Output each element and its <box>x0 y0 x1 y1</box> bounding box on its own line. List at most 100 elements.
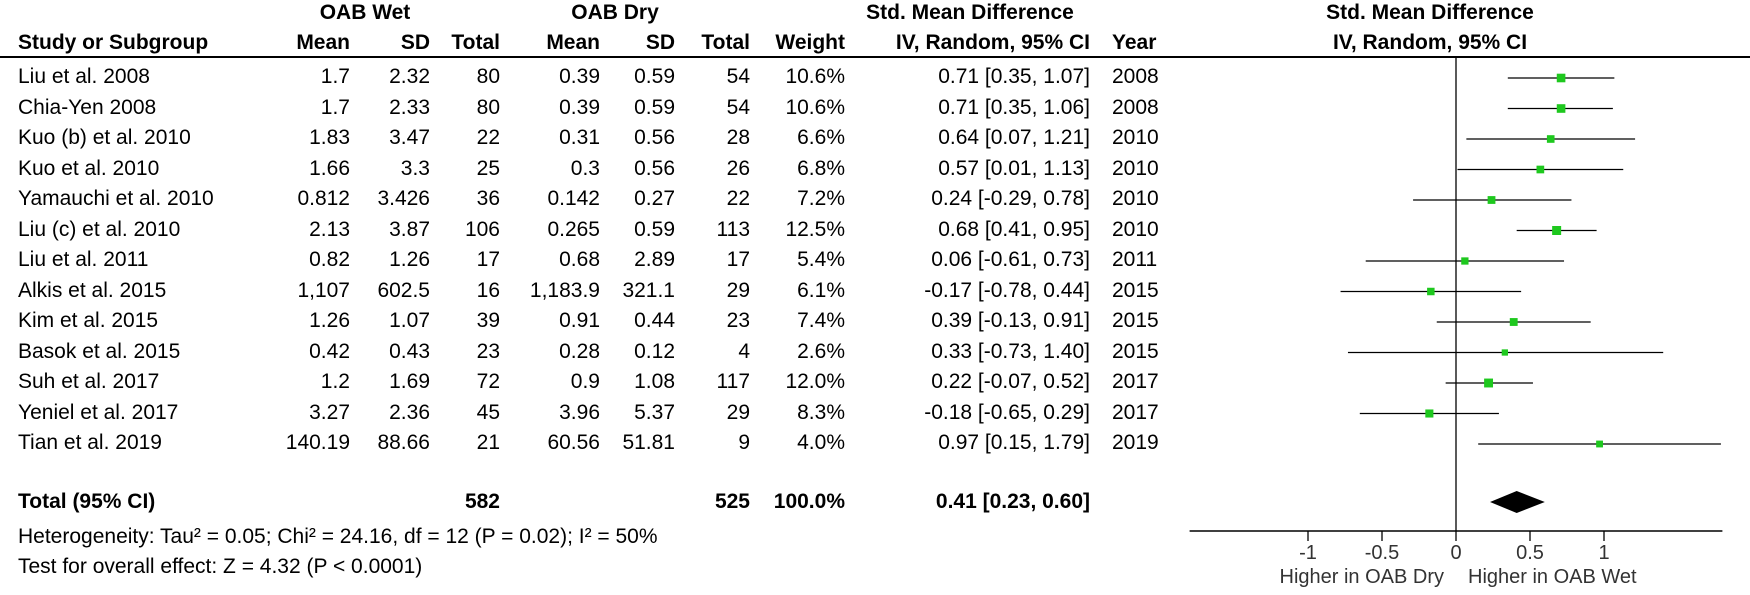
year-cell: 2017 <box>1112 370 1159 393</box>
mean1-cell: 1.2 <box>320 370 350 393</box>
study-name: Kim et al. 2015 <box>18 309 159 332</box>
mean1-column-header: Mean <box>296 31 350 54</box>
total2-cell: 29 <box>726 400 750 424</box>
ci-cell: 0.71 [0.35, 1.06] <box>938 95 1090 119</box>
total2-column-header: Total <box>701 31 750 54</box>
effect-point <box>1552 226 1562 235</box>
mean2-cell: 0.31 <box>559 126 600 149</box>
total2-cell: 28 <box>726 126 750 149</box>
effect-point <box>1501 349 1508 356</box>
study-column-header: Study or Subgroup <box>18 31 209 54</box>
year-column-header: Year <box>1112 31 1157 54</box>
study-name: Liu et al. 2011 <box>18 248 149 271</box>
mean2-cell: 0.39 <box>559 95 600 119</box>
ci-cell: 0.97 [0.15, 1.79] <box>938 431 1090 454</box>
total2-cell: 29 <box>726 278 750 302</box>
ci-cell: 0.33 [-0.73, 1.40] <box>931 339 1090 363</box>
favours-left-label: Higher in OAB Dry <box>1280 566 1445 588</box>
total1-cell: 106 <box>464 217 500 241</box>
mean2-cell: 0.265 <box>547 217 600 241</box>
sd1-cell: 2.33 <box>389 95 430 119</box>
mean2-cell: 0.28 <box>559 339 600 363</box>
weight-cell: 12.0% <box>785 370 845 393</box>
total1-cell: 39 <box>476 309 500 332</box>
year-cell: 2010 <box>1112 217 1159 241</box>
study-name: Kuo (b) et al. 2010 <box>18 126 191 149</box>
year-cell: 2017 <box>1112 400 1159 424</box>
mean1-cell: 140.19 <box>285 431 350 454</box>
weight-cell: 5.4% <box>797 248 845 271</box>
x-tick-label: 1 <box>1598 542 1609 564</box>
study-name: Liu et al. 2008 <box>18 65 150 88</box>
effect-point <box>1596 440 1603 448</box>
effect-point <box>1509 318 1518 326</box>
study-name: Basok et al. 2015 <box>18 339 181 363</box>
sd1-cell: 2.36 <box>389 400 430 424</box>
sd1-cell: 0.43 <box>389 339 430 363</box>
group1-header: OAB Wet <box>319 1 411 24</box>
effect-point <box>1461 257 1469 265</box>
study-name: Chia-Yen 2008 <box>18 95 157 119</box>
weight-cell: 12.5% <box>785 217 845 241</box>
total1-cell: 80 <box>476 95 500 119</box>
weight-cell: 2.6% <box>797 339 845 363</box>
favours-right-label: Higher in OAB Wet <box>1468 566 1637 588</box>
ci-cell: -0.17 [-0.78, 0.44] <box>924 278 1090 302</box>
sd2-cell: 0.56 <box>634 156 675 180</box>
total1-cell: 17 <box>476 248 500 271</box>
sd1-cell: 602.5 <box>377 278 430 302</box>
study-name: Suh et al. 2017 <box>18 370 160 393</box>
total1-value: 582 <box>464 490 500 513</box>
total1-cell: 36 <box>476 187 500 210</box>
total1-cell: 16 <box>476 278 500 302</box>
sd2-cell: 5.37 <box>634 400 675 424</box>
effect-title-header: Std. Mean Difference <box>866 1 1074 24</box>
x-tick-label: 0 <box>1450 542 1461 564</box>
mean1-cell: 1.66 <box>309 156 350 180</box>
sd2-cell: 0.56 <box>634 126 675 149</box>
overall-effect-text: Test for overall effect: Z = 4.32 (P < 0… <box>18 555 423 578</box>
weight-cell: 6.1% <box>797 278 845 302</box>
mean1-cell: 0.82 <box>309 248 350 271</box>
sd2-cell: 1.08 <box>634 370 675 393</box>
mean1-cell: 2.13 <box>309 217 350 241</box>
study-name: Kuo et al. 2010 <box>18 156 160 180</box>
mean2-column-header: Mean <box>546 31 600 54</box>
year-cell: 2011 <box>1112 248 1158 271</box>
total2-cell: 117 <box>716 370 750 393</box>
year-cell: 2010 <box>1112 187 1159 210</box>
mean2-cell: 0.3 <box>570 156 600 180</box>
mean2-cell: 60.56 <box>547 431 600 454</box>
mean2-cell: 0.9 <box>570 370 600 393</box>
sd1-cell: 3.87 <box>389 217 430 241</box>
effect-point <box>1487 196 1496 204</box>
total1-cell: 21 <box>476 431 500 454</box>
ci-cell: 0.22 [-0.07, 0.52] <box>931 370 1090 393</box>
ci-cell: 0.68 [0.41, 0.95] <box>938 217 1090 241</box>
total2-cell: 9 <box>738 431 750 454</box>
effect-point <box>1425 409 1434 418</box>
total1-cell: 45 <box>476 400 500 424</box>
mean1-cell: 1.7 <box>320 65 350 88</box>
study-name: Liu (c) et al. 2010 <box>18 217 181 241</box>
ci-cell: 0.06 [-0.61, 0.73] <box>931 248 1090 271</box>
total-weight: 100.0% <box>773 490 845 513</box>
ci-cell: 0.24 [-0.29, 0.78] <box>931 187 1090 210</box>
sd1-cell: 2.32 <box>389 65 430 88</box>
total1-cell: 72 <box>476 370 500 393</box>
mean2-cell: 0.142 <box>547 187 600 210</box>
sd2-cell: 51.81 <box>622 431 675 454</box>
sd2-cell: 2.89 <box>634 248 675 271</box>
sd2-cell: 0.59 <box>634 217 675 241</box>
study-name: Tian et al. 2019 <box>18 431 162 454</box>
weight-cell: 6.8% <box>797 156 845 180</box>
header-rule <box>0 56 1750 58</box>
total1-cell: 80 <box>476 65 500 88</box>
sd2-column-header: SD <box>645 31 675 54</box>
year-cell: 2010 <box>1112 126 1159 149</box>
weight-cell: 7.2% <box>797 187 845 210</box>
total2-cell: 54 <box>726 95 750 119</box>
effect-point <box>1484 378 1494 388</box>
sd1-cell: 1.07 <box>389 309 430 332</box>
mean1-cell: 0.812 <box>297 187 350 210</box>
